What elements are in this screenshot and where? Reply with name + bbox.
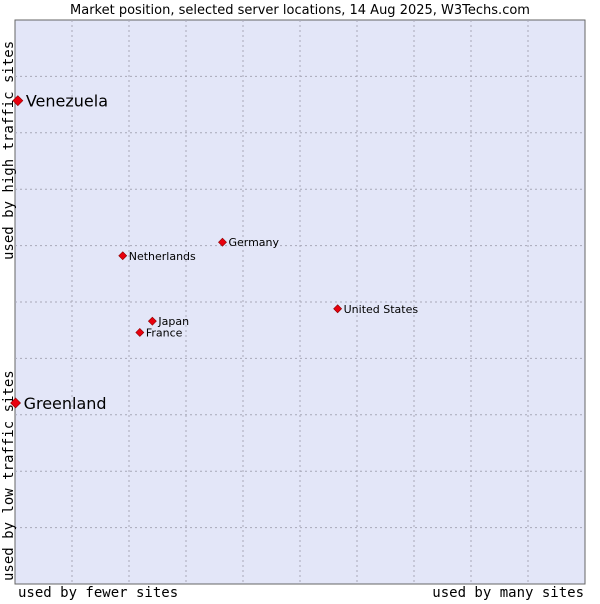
point-japan xyxy=(147,316,157,326)
point-label-japan: Japan xyxy=(157,315,189,328)
point-germany xyxy=(218,237,227,247)
y-axis-label-top: used by high traffic sites xyxy=(1,41,17,260)
point-united-states xyxy=(333,304,343,314)
x-axis-label-left: used by fewer sites xyxy=(18,585,178,600)
y-axis-label-bottom: used by low traffic sites xyxy=(1,370,17,581)
chart-title: Market position, selected server locatio… xyxy=(70,3,530,18)
point-label-france: France xyxy=(146,326,183,339)
x-axis-label-right: used by many sites xyxy=(432,585,584,600)
point-label-germany: Germany xyxy=(228,236,279,249)
data-points: Venezuela Greenland Germany Netherlands Unit… xyxy=(10,92,419,413)
point-france xyxy=(135,328,145,337)
point-label-greenland: Greenland xyxy=(24,394,107,413)
grid-lines xyxy=(15,20,585,584)
point-netherlands xyxy=(118,251,128,261)
point-label-united-states: United States xyxy=(344,303,419,316)
point-greenland xyxy=(10,397,21,409)
point-venezuela xyxy=(12,95,24,107)
point-label-netherlands: Netherlands xyxy=(129,250,196,263)
point-label-venezuela: Venezuela xyxy=(26,92,108,111)
